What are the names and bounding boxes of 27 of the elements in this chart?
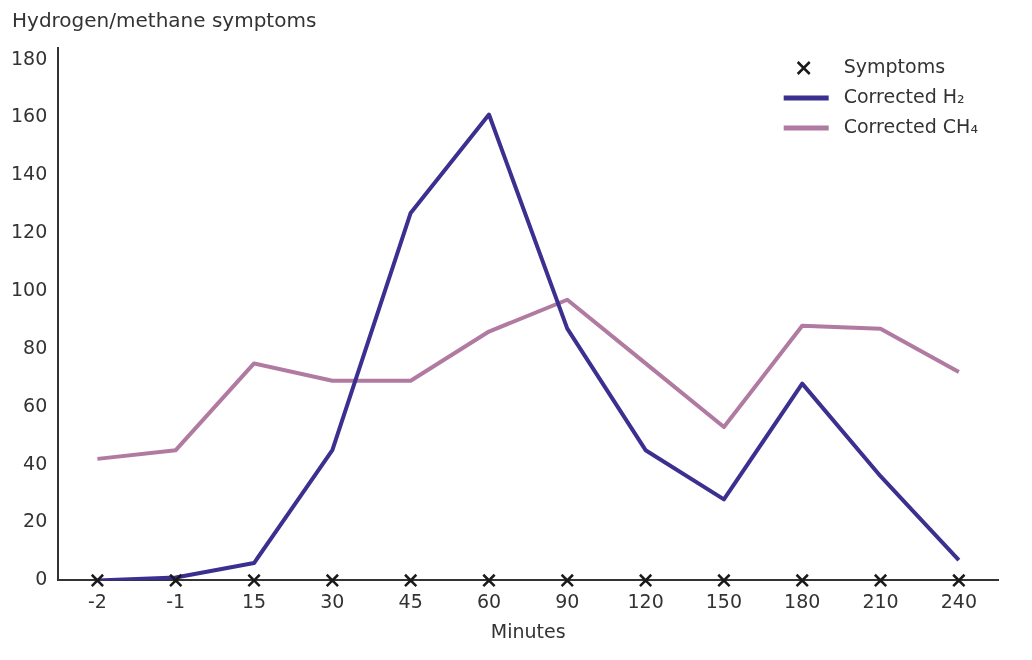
x-tick-label: 120 [627, 589, 664, 612]
x-tick-label: 30 [320, 589, 345, 612]
x-tick-label: 150 [705, 589, 743, 612]
y-tick-label: 80 [23, 335, 48, 358]
y-tick-label: 40 [23, 451, 48, 474]
x-tick-label: -2 [87, 589, 107, 612]
x-tick-label: 45 [398, 589, 423, 612]
y-tick-label: 180 [11, 46, 48, 69]
x-axis-title: Minutes [490, 619, 566, 642]
x-tick-label: -1 [166, 589, 186, 612]
y-tick-label: 100 [11, 277, 48, 300]
y-tick-label: 160 [11, 104, 48, 127]
y-tick-label: 20 [23, 509, 48, 532]
x-tick-label: 15 [241, 589, 267, 612]
y-tick-label: 120 [11, 220, 48, 243]
y-tick-label: 140 [11, 162, 48, 185]
y-axis-title: Hydrogen/methane symptoms [12, 8, 317, 33]
legend-label: Symptoms [843, 54, 946, 77]
x-tick-label: 180 [784, 589, 821, 612]
x-tick-label: 60 [476, 589, 502, 612]
x-tick-label: 90 [555, 589, 580, 612]
x-tick-label: 240 [940, 589, 977, 612]
y-tick-label: 0 [35, 567, 48, 590]
y-tick-label: 60 [23, 393, 48, 416]
legend-label: Corrected CH₄ [843, 114, 979, 137]
x-tick-label: 210 [862, 589, 899, 612]
legend-label: Corrected H₂ [843, 84, 965, 107]
